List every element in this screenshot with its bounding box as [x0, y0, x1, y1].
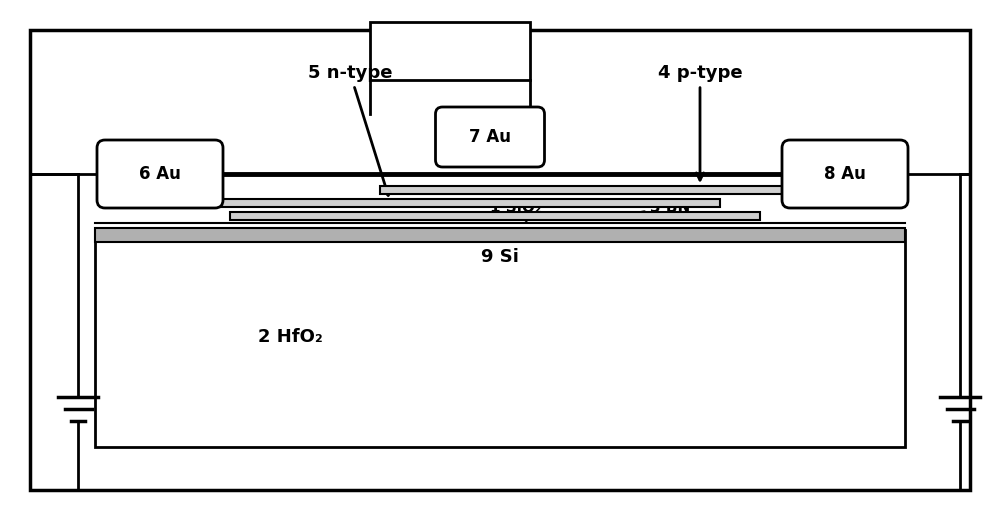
Bar: [95, 230, 905, 447]
FancyBboxPatch shape: [97, 140, 223, 208]
Bar: [95, 228, 905, 242]
Bar: [30, 30, 970, 490]
Text: 4 p-type: 4 p-type: [658, 64, 742, 180]
Bar: [370, 22, 530, 80]
Text: 1 SiO₂: 1 SiO₂: [490, 200, 542, 221]
Text: 6 Au: 6 Au: [139, 165, 181, 183]
Text: 2 HfO₂: 2 HfO₂: [258, 328, 322, 346]
Text: 8 Au: 8 Au: [824, 165, 866, 183]
Bar: [230, 212, 760, 220]
Text: 9 Si: 9 Si: [481, 248, 519, 266]
FancyBboxPatch shape: [782, 140, 908, 208]
Bar: [380, 186, 800, 194]
Text: 5 n-type: 5 n-type: [308, 64, 392, 196]
Text: 7 Au: 7 Au: [469, 128, 511, 146]
Bar: [175, 199, 720, 207]
FancyBboxPatch shape: [436, 107, 544, 167]
Text: 3 BN: 3 BN: [616, 200, 690, 219]
